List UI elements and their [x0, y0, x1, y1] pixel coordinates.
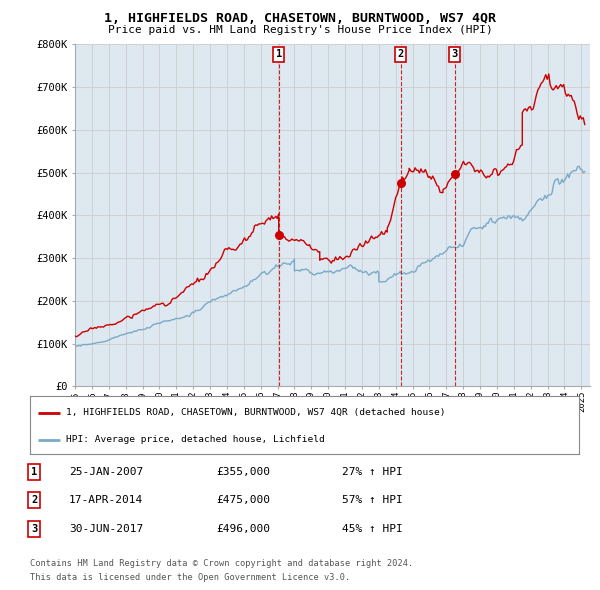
Text: £355,000: £355,000: [216, 467, 270, 477]
Text: £496,000: £496,000: [216, 524, 270, 533]
Text: 3: 3: [31, 524, 37, 533]
Text: 1: 1: [275, 50, 282, 60]
Text: £475,000: £475,000: [216, 496, 270, 505]
Text: 3: 3: [452, 50, 458, 60]
Text: This data is licensed under the Open Government Licence v3.0.: This data is licensed under the Open Gov…: [30, 572, 350, 582]
Text: Contains HM Land Registry data © Crown copyright and database right 2024.: Contains HM Land Registry data © Crown c…: [30, 559, 413, 568]
Text: 1: 1: [31, 467, 37, 477]
Text: Price paid vs. HM Land Registry's House Price Index (HPI): Price paid vs. HM Land Registry's House …: [107, 25, 493, 35]
Text: 1, HIGHFIELDS ROAD, CHASETOWN, BURNTWOOD, WS7 4QR (detached house): 1, HIGHFIELDS ROAD, CHASETOWN, BURNTWOOD…: [65, 408, 445, 417]
Text: 17-APR-2014: 17-APR-2014: [69, 496, 143, 505]
Text: 27% ↑ HPI: 27% ↑ HPI: [342, 467, 403, 477]
Text: 2: 2: [31, 496, 37, 505]
Text: 2: 2: [398, 50, 404, 60]
Text: HPI: Average price, detached house, Lichfield: HPI: Average price, detached house, Lich…: [65, 435, 325, 444]
Text: 45% ↑ HPI: 45% ↑ HPI: [342, 524, 403, 533]
Text: 25-JAN-2007: 25-JAN-2007: [69, 467, 143, 477]
Text: 1, HIGHFIELDS ROAD, CHASETOWN, BURNTWOOD, WS7 4QR: 1, HIGHFIELDS ROAD, CHASETOWN, BURNTWOOD…: [104, 12, 496, 25]
Text: 57% ↑ HPI: 57% ↑ HPI: [342, 496, 403, 505]
Text: 30-JUN-2017: 30-JUN-2017: [69, 524, 143, 533]
